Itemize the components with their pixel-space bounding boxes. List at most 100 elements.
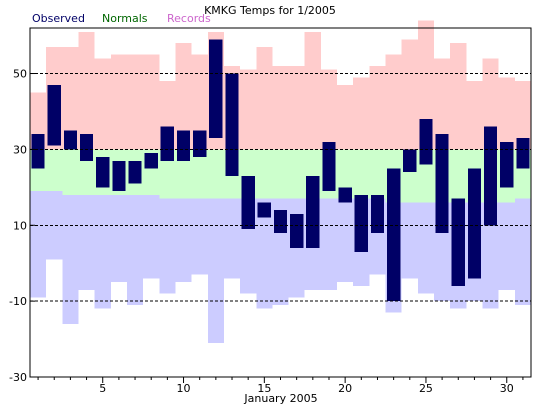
record-high-band (110, 54, 127, 150)
x-tick-label: 10 (177, 382, 191, 395)
record-high-band (498, 77, 515, 150)
observed-bar (47, 84, 61, 146)
observed-bar (241, 175, 255, 230)
record-high-band (191, 54, 208, 150)
observed-bar (160, 126, 174, 161)
record-low-band (320, 198, 338, 290)
observed-bar (354, 194, 368, 252)
normal-band (46, 149, 63, 192)
record-high-band (62, 46, 79, 150)
record-high-band (94, 58, 111, 150)
y-tick-label: 30 (13, 143, 27, 156)
record-high-band (126, 54, 144, 150)
normal-band (288, 149, 305, 199)
observed-bar (63, 130, 78, 150)
y-tick-label: -30 (9, 371, 27, 384)
observed-bar (403, 149, 417, 173)
x-axis: 5 10 15 20 25 30 (37, 377, 524, 395)
record-low-band (417, 202, 435, 294)
observed-bar (225, 73, 239, 176)
record-low-band (30, 191, 47, 298)
record-high-band (401, 39, 418, 150)
observed-bar (387, 168, 401, 302)
record-low-band (46, 191, 63, 260)
record-high-band (175, 43, 192, 150)
x-tick-label: 25 (419, 382, 433, 395)
observed-bar (338, 187, 352, 203)
normal-band (272, 149, 289, 199)
x-tick-label: 5 (99, 382, 106, 395)
observed-bar (483, 126, 498, 226)
record-low-band (288, 198, 305, 298)
record-low-band (175, 198, 192, 283)
observed-bar (193, 130, 207, 157)
normal-band (207, 149, 224, 199)
record-high-band (304, 31, 321, 150)
record-high-band (78, 31, 95, 150)
observed-layer (31, 39, 530, 302)
observed-bar (500, 141, 514, 188)
record-low-band (110, 194, 127, 283)
observed-bar (209, 39, 223, 139)
record-high-band (385, 54, 402, 150)
record-high-band (417, 20, 435, 150)
y-tick-label: 50 (13, 68, 27, 81)
x-axis-label: January 2005 (243, 392, 317, 405)
observed-bar (306, 175, 320, 249)
y-tick-label: -10 (9, 295, 27, 308)
record-high-band (272, 65, 289, 150)
record-low-band (401, 202, 418, 279)
record-high-band (369, 65, 386, 150)
record-low-band (514, 198, 531, 305)
normal-band (191, 149, 208, 199)
observed-bar (144, 153, 158, 169)
y-tick-label: 10 (13, 219, 27, 232)
x-tick-label: 30 (500, 382, 514, 395)
record-high-band (466, 81, 483, 150)
grid-layer (30, 73, 531, 302)
legend-normals: Normals (102, 12, 148, 25)
observed-bar (96, 156, 110, 188)
record-low-band (498, 202, 515, 290)
record-high-band (514, 81, 531, 150)
observed-bar (257, 202, 271, 218)
legend-records: Records (167, 12, 211, 25)
record-low-band (256, 198, 273, 309)
observed-bar (451, 198, 465, 286)
normal-band (369, 149, 386, 199)
observed-bar (290, 213, 304, 249)
normal-band (353, 149, 370, 199)
observed-bar (273, 210, 288, 233)
observed-bar (435, 134, 449, 233)
record-low-band (191, 198, 208, 275)
normal-band (450, 149, 467, 203)
record-high-band (337, 84, 354, 150)
observed-bar (112, 160, 126, 192)
observed-bar (467, 168, 482, 279)
record-low-band (62, 194, 79, 324)
record-high-band (256, 46, 273, 150)
record-low-band (207, 198, 224, 343)
observed-bar (176, 130, 191, 161)
x-tick-label: 20 (338, 382, 352, 395)
observed-bar (516, 138, 530, 169)
normal-band (175, 149, 192, 199)
y-axis: 50 30 10 -10 -30 (9, 68, 35, 384)
record-low-band (94, 194, 111, 309)
legend-observed: Observed (32, 12, 85, 25)
chart-title: KMKG Temps for 1/2005 (204, 4, 336, 17)
observed-bar (370, 194, 385, 233)
record-high-band (143, 54, 160, 150)
record-low-band (78, 194, 95, 290)
observed-bar (128, 160, 142, 184)
record-high-band (240, 69, 257, 150)
observed-bar (322, 141, 336, 192)
record-high-band (320, 69, 338, 150)
record-low-band (223, 198, 241, 279)
record-low-band (126, 194, 144, 305)
record-low-band (482, 202, 499, 309)
record-low-band (159, 198, 176, 294)
record-low-band (143, 194, 160, 279)
x-tick-label: 15 (257, 382, 271, 395)
